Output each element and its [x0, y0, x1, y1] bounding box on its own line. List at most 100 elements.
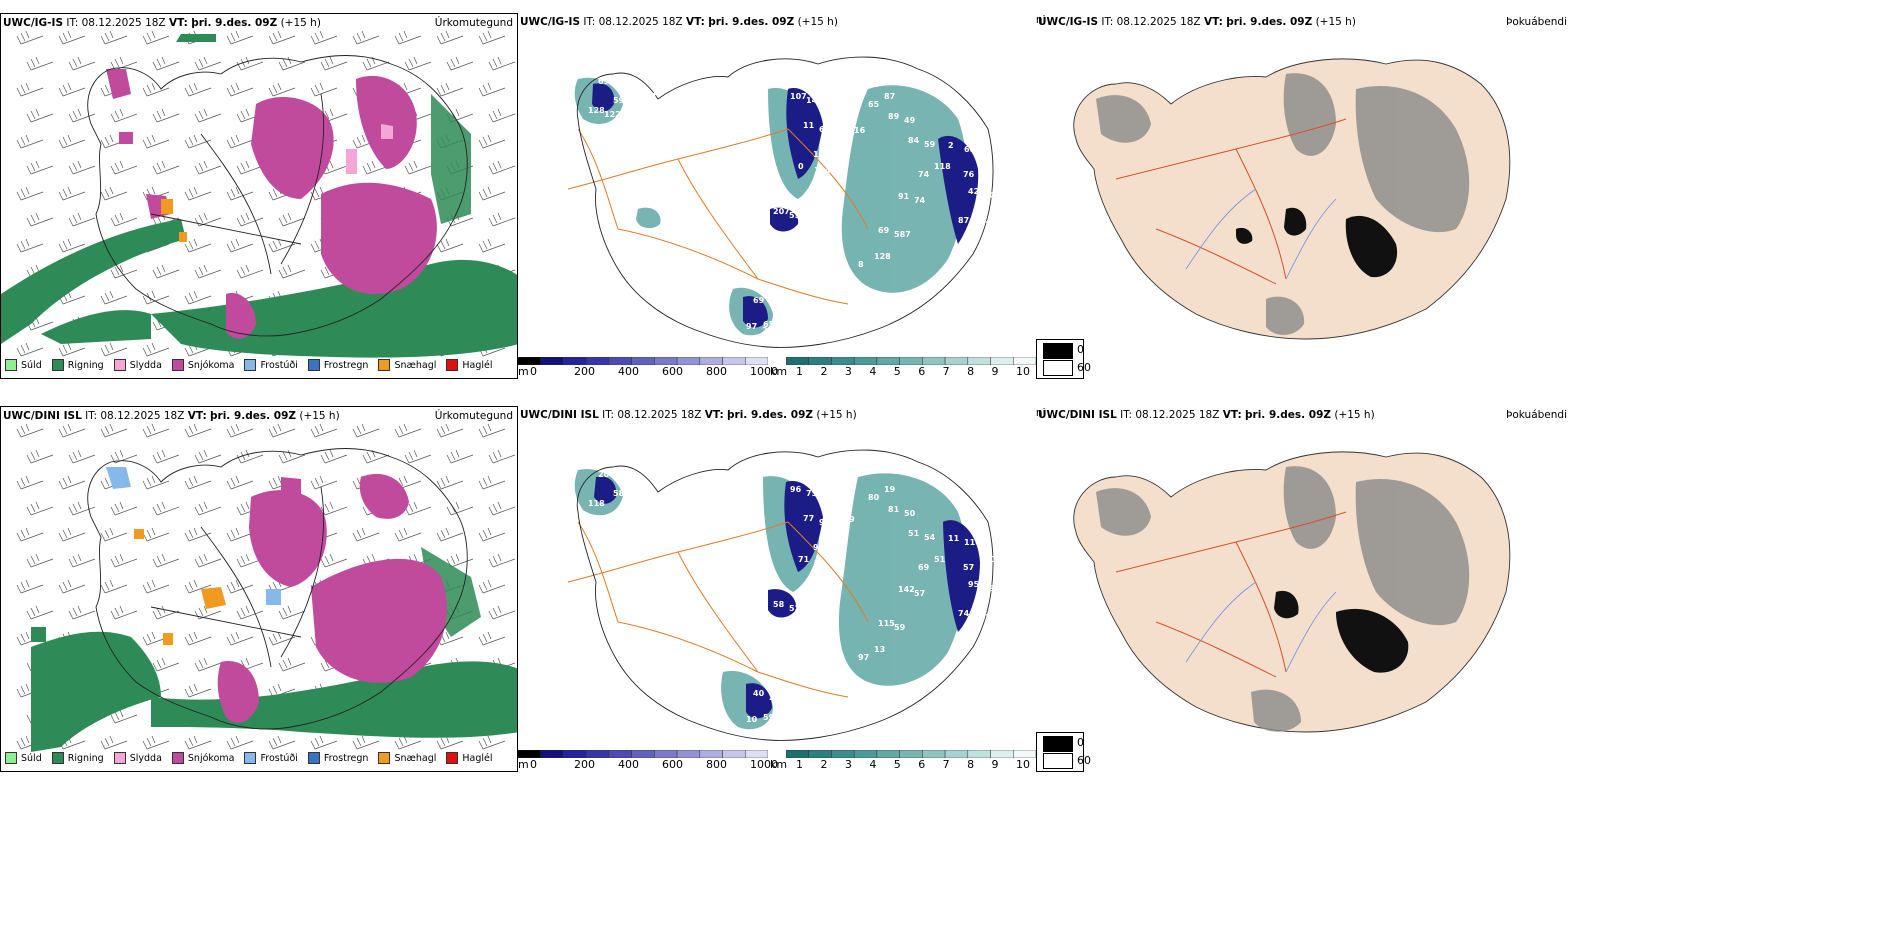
wind-barb: [268, 30, 296, 45]
wind-barb: [100, 134, 128, 149]
wind-barb: [352, 30, 380, 45]
wind-barb: [436, 82, 464, 97]
ceiling-value-label: 118: [934, 162, 951, 171]
ceiling-value-label: 243: [818, 483, 835, 492]
fog-legend-label-60: 60: [1077, 361, 1091, 374]
legend-swatch: [378, 752, 391, 764]
colorbar-cell: [631, 750, 655, 758]
fog-dark-areas: [1274, 590, 1409, 673]
wind-barb: [152, 553, 180, 568]
snow-areas: [217, 473, 447, 723]
panel-title: UWC/IG-IS IT: 08.12.2025 18Z VT: þri. 9.…: [3, 17, 321, 29]
wind-barb: [352, 134, 380, 149]
wind-barb: [110, 449, 138, 464]
legend-label: Slydda: [129, 752, 162, 764]
wind-barb: [446, 553, 474, 568]
wind-barb: [152, 605, 180, 620]
wind-barb: [194, 553, 222, 568]
wind-barb: [478, 527, 506, 542]
ceiling-value-label: 94: [819, 518, 831, 527]
wind-barb: [488, 160, 516, 175]
wind-barb: [142, 527, 170, 542]
wind-barb: [16, 342, 44, 357]
panel-title: UWC/IG-IS IT: 08.12.2025 18Z VT: þri. 9.…: [520, 16, 838, 28]
panel-name-fog: Þokuábendi: [1506, 16, 1567, 28]
wind-barb: [184, 423, 212, 438]
wind-barb: [320, 501, 348, 516]
ceiling-value-label: 42: [645, 92, 656, 101]
wind-barb: [478, 631, 506, 646]
wind-barb: [26, 56, 54, 71]
colorbar-tick: 0: [530, 758, 537, 771]
wind-barb: [68, 605, 96, 620]
low-ceiling-areas: [592, 83, 979, 328]
ceiling-value-label: 118: [588, 499, 605, 508]
legend-label: Snæhagl: [394, 752, 437, 764]
fog-dark-areas: [1236, 207, 1398, 278]
wind-barb: [404, 449, 432, 464]
ceiling-value-label: 219: [762, 326, 779, 335]
ceiling-value-label: 51: [908, 529, 920, 538]
ceiling-value-label: 64: [819, 125, 831, 134]
graupel-areas: [161, 199, 187, 242]
wind-barb: [184, 579, 212, 594]
ceiling-value-label: 71: [798, 555, 810, 564]
colorbar-cell: [808, 357, 832, 365]
legend-label: Súld: [21, 359, 42, 371]
fog-legend-swatch-60: [1043, 360, 1073, 376]
ceiling-value-label: 358: [644, 107, 661, 116]
ceiling-value-label: 11: [813, 150, 825, 159]
ceiling-value-label: 27: [660, 111, 671, 120]
ceiling-value-label: 122: [604, 110, 621, 119]
wind-barb: [236, 264, 264, 279]
legend-item-4: Frostúði: [244, 359, 298, 371]
ceiling-value-label: 77: [803, 514, 814, 523]
wind-barb: [26, 449, 54, 464]
wind-barb: [488, 449, 516, 464]
wind-barb: [58, 342, 86, 357]
colorbar-cell: [654, 750, 678, 758]
ceiling-value-label: 115: [878, 619, 895, 628]
colorbar-cell: [608, 750, 632, 758]
ceiling-value-label: 142: [898, 585, 915, 594]
wind-barb: [58, 134, 86, 149]
ceiling-value-label: 130: [979, 555, 996, 564]
legend-item-1: Rigning: [51, 752, 104, 764]
ceiling-value-label: 84: [829, 535, 841, 544]
ceiling-value-label: 128: [588, 106, 605, 115]
legend-label: Rigning: [67, 359, 104, 371]
wind-barb: [184, 186, 212, 201]
fog-map-bottom: [1073, 451, 1511, 733]
colorbar-cell: [967, 357, 991, 365]
legend-item-5: Frostregn: [307, 752, 368, 764]
ceiling-value-label: 14: [806, 96, 818, 105]
wind-barb: [226, 475, 254, 490]
colorbar-tick: 200: [574, 365, 595, 378]
ceiling-colorbar-ticks-bottom: m 0 200 400 600 800 1000: [518, 758, 778, 772]
colorbar-tick: 600: [662, 365, 683, 378]
wind-barb: [404, 160, 432, 175]
legend-swatch: [113, 359, 126, 371]
wind-barb: [100, 342, 128, 357]
ceiling-value-label: 69: [753, 296, 765, 305]
fog-legend-bottom: 0 60: [1036, 732, 1091, 772]
wind-barb: [278, 264, 306, 279]
legend-item-2: Slydda: [113, 752, 162, 764]
ceiling-value-label: 16: [854, 126, 866, 135]
wind-barb: [152, 264, 180, 279]
colorbar-cell: [518, 357, 541, 365]
colorbar-cell: [745, 750, 768, 758]
ceiling-value-label: 0: [798, 162, 804, 171]
ceiling-value-label: 40: [753, 689, 765, 698]
colorbar-tick: 5: [893, 365, 901, 378]
freezing-drizzle-areas: [106, 467, 281, 605]
colorbar-cell: [699, 357, 723, 365]
ceiling-value-label: 57: [914, 589, 925, 598]
rain-areas: [1, 34, 517, 358]
colorbar-cell: [563, 357, 587, 365]
colorbar-cell: [540, 750, 564, 758]
colorbar-tick: 800: [706, 365, 727, 378]
colorbar-cell: [876, 357, 900, 365]
road-network: [567, 128, 869, 305]
wind-barb: [226, 423, 254, 438]
